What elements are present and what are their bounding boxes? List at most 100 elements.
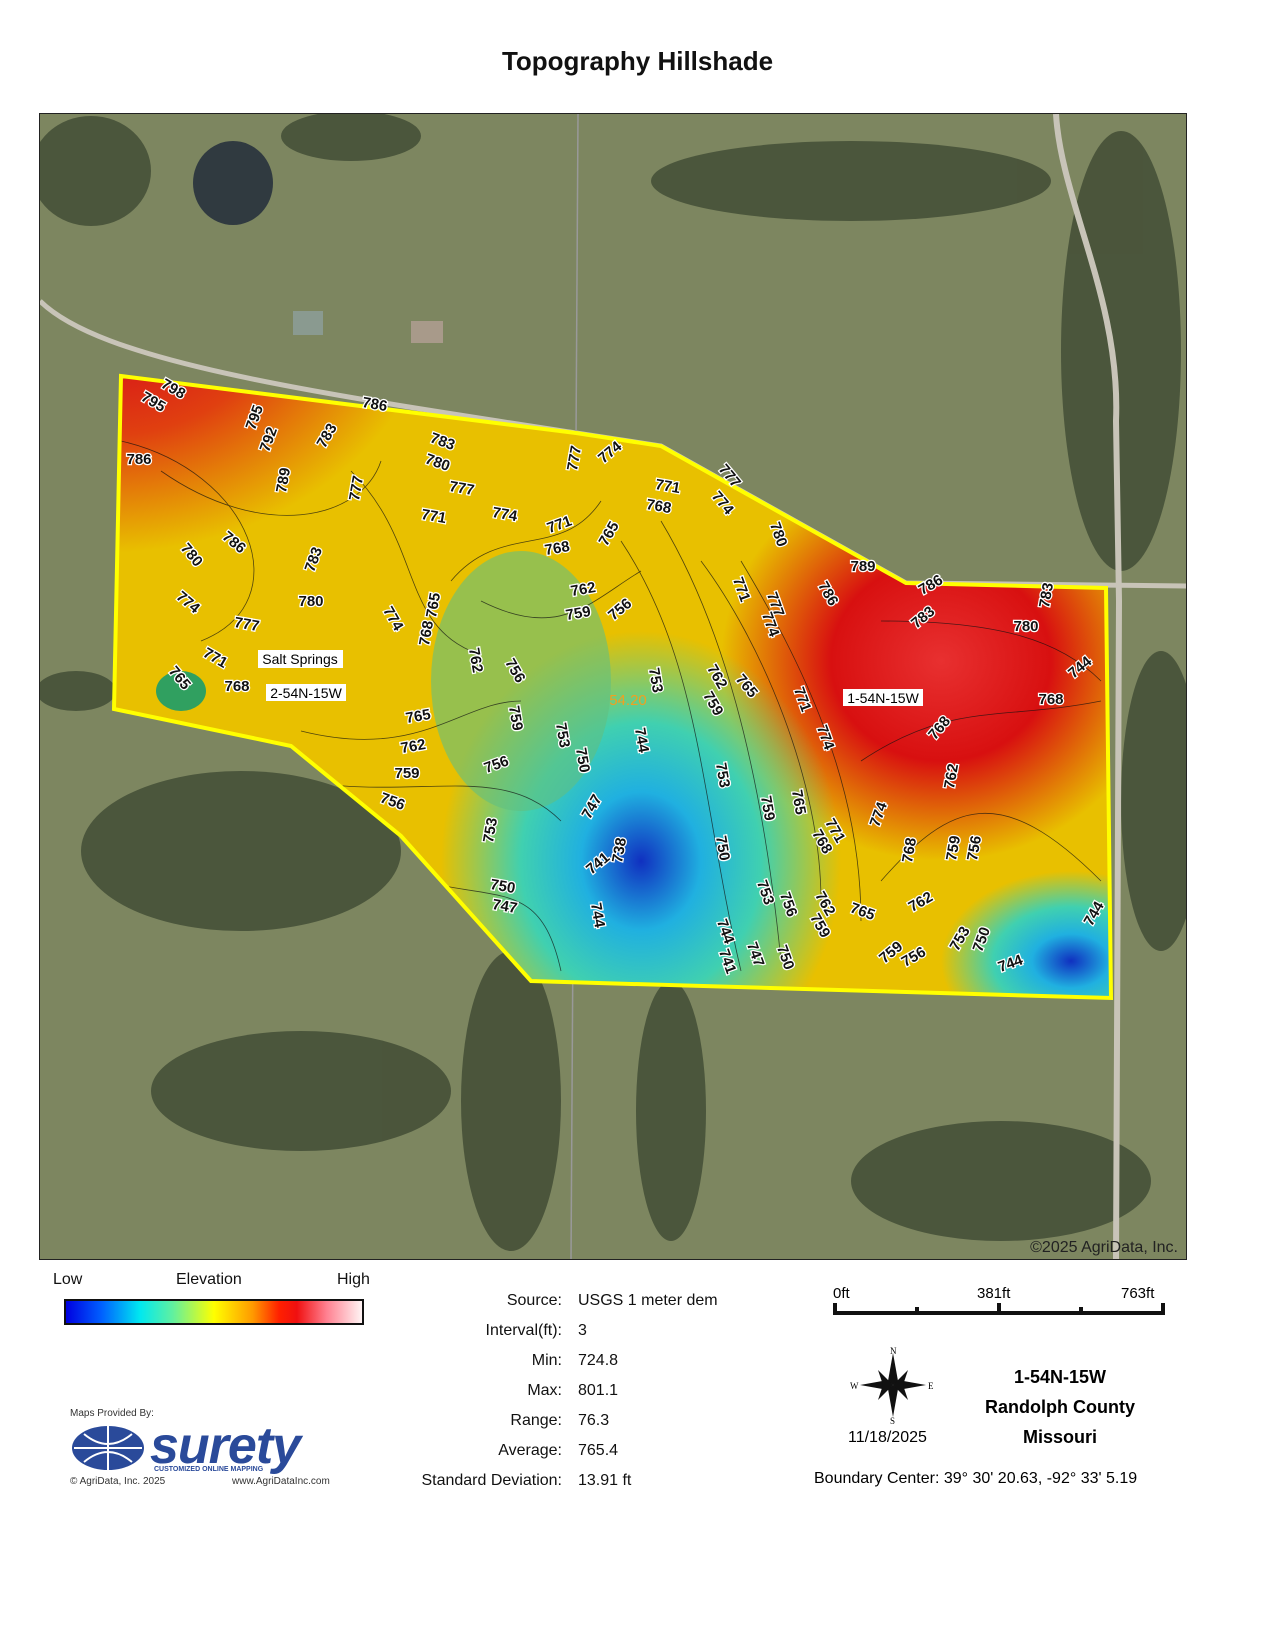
stat-label: Min:: [531, 1352, 562, 1369]
svg-text:S: S: [890, 1416, 895, 1425]
contour-label: 780: [298, 593, 323, 610]
contour-label: 759: [943, 834, 964, 862]
svg-text:1-54N-15W: 1-54N-15W: [847, 690, 919, 706]
compass-rose-icon: N S W E: [850, 1346, 934, 1425]
contour-label: 738: [609, 836, 630, 864]
contour-label: 759: [564, 603, 592, 624]
contour-label: 768: [645, 496, 673, 517]
legend-low-label: Low: [53, 1271, 83, 1288]
tree-cover: [40, 114, 1186, 1251]
contour-label: 759: [505, 704, 526, 732]
pond: [193, 141, 273, 225]
page-title: Topography Hillshade: [501, 46, 774, 76]
contour-label: 771: [654, 476, 682, 497]
scale-label-mid: 381ft: [977, 1285, 1011, 1302]
stat-value: 13.91 ft: [578, 1472, 632, 1489]
stat-row: Average: 765.4: [390, 1436, 718, 1466]
contour-label: 762: [465, 646, 486, 674]
stat-label: Average:: [498, 1442, 562, 1459]
place-label-salt-springs: Salt Springs: [258, 650, 343, 668]
county-name: Randolph County: [985, 1397, 1135, 1417]
contour-label: 771: [420, 506, 448, 527]
field-boundary[interactable]: [111, 373, 1114, 1001]
stat-value: 3: [578, 1322, 587, 1339]
svg-text:W: W: [850, 1381, 859, 1391]
stat-row: Interval(ft): 3: [390, 1316, 718, 1346]
legend-high-label: High: [337, 1271, 370, 1288]
contour-label: 747: [491, 896, 519, 917]
place-label-1-54n-15w: 1-54N-15W: [843, 689, 923, 706]
stat-value: USGS 1 meter dem: [578, 1292, 718, 1309]
svg-text:N: N: [890, 1346, 897, 1356]
stat-value: 801.1: [578, 1382, 619, 1399]
section-name: 1-54N-15W: [1013, 1367, 1107, 1387]
contour-label: 768: [1038, 691, 1063, 708]
contour-label: 750: [489, 876, 517, 897]
stat-label: Range:: [510, 1412, 562, 1429]
stat-row: Standard Deviation: 13.91 ft: [390, 1466, 718, 1496]
contour-label: 768: [899, 836, 920, 864]
contour-label: 765: [423, 591, 444, 619]
svg-text:E: E: [928, 1381, 934, 1391]
place-label-2-54n-15w: 2-54N-15W: [266, 684, 346, 701]
contour-label: 780: [1013, 618, 1038, 635]
map-copyright: ©2025 AgriData, Inc.: [1030, 1239, 1178, 1256]
road: [1053, 114, 1123, 1259]
contour-label: 777: [346, 474, 367, 502]
contour-label: 774: [491, 504, 519, 525]
boundary-center: Boundary Center: 39° 30' 20.63, -92° 33'…: [814, 1470, 1138, 1487]
contour-label: 777: [564, 444, 585, 472]
svg-text:Salt Springs: Salt Springs: [262, 651, 337, 667]
stat-label: Standard Deviation:: [421, 1472, 562, 1489]
contour-label: 777: [233, 614, 261, 635]
contour-label: 753: [552, 721, 573, 749]
contour-label: 762: [569, 579, 597, 600]
stat-row: Range: 76.3: [390, 1406, 718, 1436]
contour-label: 750: [572, 746, 593, 774]
stat-value: 724.8: [578, 1352, 619, 1369]
elevation-color-ramp: [64, 1299, 364, 1325]
contour-label: 768: [416, 619, 437, 647]
spot-elevation-label: 54.20: [609, 692, 647, 709]
contour-label: 750: [712, 834, 733, 862]
stat-value: 765.4: [578, 1442, 619, 1459]
stat-row: Source: USGS 1 meter dem: [390, 1286, 718, 1316]
contour-label: 759: [394, 765, 419, 782]
contour-label: 786: [126, 451, 151, 468]
stat-label: Source:: [506, 1292, 562, 1309]
contour-label: 744: [587, 901, 608, 929]
contour-label: 765: [788, 788, 809, 816]
state-name: Missouri: [1022, 1427, 1097, 1447]
contour-label: 744: [631, 726, 652, 754]
stat-label: Max:: [527, 1382, 562, 1399]
contour-label: 783: [1036, 581, 1057, 609]
contour-label: 762: [941, 762, 962, 790]
stat-row: Max: 801.1: [390, 1376, 718, 1406]
legend-title: Elevation: [176, 1271, 242, 1288]
elevation-stats: Source: USGS 1 meter dem Interval(ft): 3 Min…: [390, 1286, 718, 1496]
contour-label: 756: [964, 834, 985, 862]
scale-label-end: 763ft: [1121, 1285, 1155, 1302]
surety-logo: Maps Provided By: surety CUSTOMIZED ONLI…: [70, 1408, 330, 1487]
map-date: 11/18/2025: [848, 1429, 927, 1446]
building: [293, 311, 323, 335]
contour-label: 762: [399, 736, 427, 757]
contour-label: 789: [273, 466, 294, 494]
map-frame[interactable]: 798 795 786 795 792 783 783 780 786 789 777 777 774 7…: [39, 113, 1187, 1260]
scale-label-0: 0ft: [833, 1285, 850, 1302]
location-block: 1-54N-15W Randolph County Missouri: [960, 1362, 1160, 1452]
contour-label: 753: [645, 666, 666, 694]
contour-label: 777: [448, 478, 476, 499]
stat-label: Interval(ft):: [485, 1322, 562, 1339]
contour-label: 759: [757, 794, 778, 822]
contour-label: 768: [224, 678, 249, 695]
stat-value: 76.3: [578, 1412, 610, 1429]
contour-label: 753: [712, 761, 733, 789]
contour-label: 753: [480, 816, 501, 844]
contour-label: 765: [404, 706, 432, 727]
svg-text:2-54N-15W: 2-54N-15W: [270, 685, 342, 701]
contour-label: 789: [850, 558, 875, 575]
globe-icon: [72, 1426, 144, 1470]
